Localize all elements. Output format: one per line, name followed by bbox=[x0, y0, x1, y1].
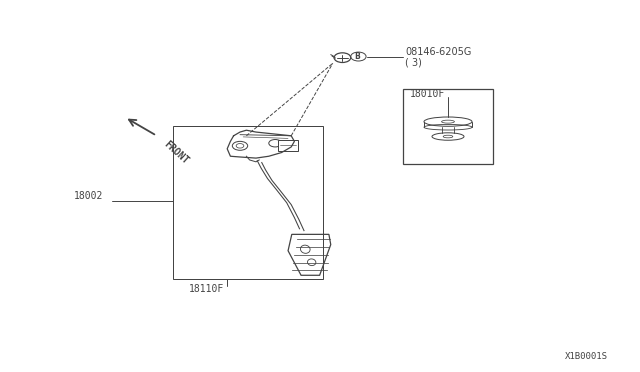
Text: B: B bbox=[355, 52, 360, 61]
Text: 08146-6205G: 08146-6205G bbox=[405, 47, 472, 57]
Text: 18002: 18002 bbox=[74, 191, 103, 201]
Bar bbox=[278, 140, 298, 151]
Polygon shape bbox=[288, 234, 331, 275]
Text: 18010F: 18010F bbox=[410, 89, 445, 99]
Text: ( 3): ( 3) bbox=[405, 58, 422, 68]
Text: FRONT: FRONT bbox=[162, 139, 191, 166]
Bar bbox=[403, 89, 493, 164]
Text: X1B0001S: X1B0001S bbox=[565, 352, 608, 361]
Text: 18110F: 18110F bbox=[189, 284, 224, 294]
Bar bbox=[173, 126, 323, 279]
